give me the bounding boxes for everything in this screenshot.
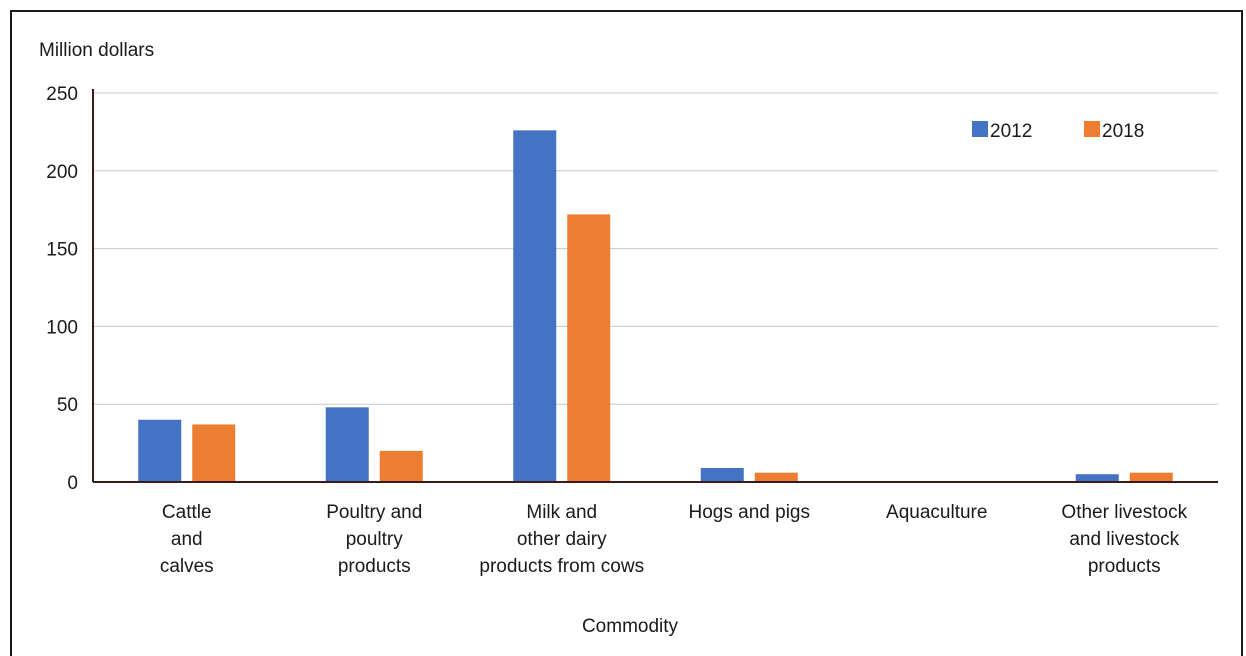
- legend-label: 2018: [1102, 121, 1144, 142]
- x-tick-label-line: Aquaculture: [886, 502, 987, 523]
- y-tick-label: 200: [46, 162, 78, 183]
- x-tick-label-line: Hogs and pigs: [689, 502, 810, 523]
- bars: [138, 130, 1173, 483]
- x-tick-label-line: products: [338, 556, 411, 577]
- axes: [92, 89, 1218, 483]
- y-axis-label: Million dollars: [39, 40, 154, 61]
- x-tick-label-line: Poultry and: [326, 502, 422, 523]
- x-axis-label: Commodity: [582, 616, 679, 637]
- bar-2018: [754, 472, 798, 482]
- bar-2018: [379, 450, 423, 482]
- bar-2018: [192, 424, 236, 482]
- bar-2012: [700, 467, 744, 482]
- x-tick-label-line: poultry: [346, 529, 404, 550]
- y-tick-label: 150: [46, 240, 78, 261]
- x-tick-label-line: Milk and: [526, 502, 597, 523]
- x-tick-label-line: Other livestock: [1061, 502, 1187, 523]
- y-tick-labels: 0 50 100 150 200 250: [46, 84, 78, 494]
- bar-2018: [567, 214, 611, 483]
- chart-frame: [10, 10, 1243, 656]
- y-tick-label: 50: [57, 395, 78, 416]
- x-tick-label: Cattle and calves: [160, 502, 214, 577]
- y-tick-label: 250: [46, 84, 78, 105]
- x-tick-label-line: products from cows: [479, 556, 644, 577]
- y-tick-label: 0: [67, 473, 78, 494]
- legend-swatch-2018: [1084, 121, 1100, 137]
- x-tick-label: Other livestock and livestock products: [1061, 502, 1187, 577]
- x-tick-label-line: calves: [160, 556, 214, 577]
- x-tick-label-line: Cattle: [162, 502, 212, 523]
- x-tick-label: Hogs and pigs: [689, 502, 810, 523]
- legend-label: 2012: [990, 121, 1032, 142]
- x-tick-labels: Cattle and calves Poultry and poultry product…: [160, 502, 1188, 577]
- x-tick-label-line: and: [171, 529, 203, 550]
- x-tick-label: Milk and other dairy products from cows: [479, 502, 644, 577]
- bar-2012: [138, 419, 182, 482]
- x-tick-label-line: other dairy: [517, 529, 607, 550]
- legend: 2012 2018: [972, 121, 1144, 142]
- x-tick-label: Aquaculture: [886, 502, 987, 523]
- legend-swatch-2012: [972, 121, 988, 137]
- x-tick-label: Poultry and poultry products: [326, 502, 422, 577]
- gridlines: [93, 92, 1218, 405]
- x-tick-label-line: products: [1088, 556, 1161, 577]
- bar-2012: [1075, 474, 1119, 482]
- x-tick-label-line: and livestock: [1069, 529, 1179, 550]
- y-tick-label: 100: [46, 317, 78, 338]
- bar-2012: [325, 407, 369, 482]
- bar-2018: [1129, 472, 1173, 482]
- bar-2012: [513, 130, 557, 482]
